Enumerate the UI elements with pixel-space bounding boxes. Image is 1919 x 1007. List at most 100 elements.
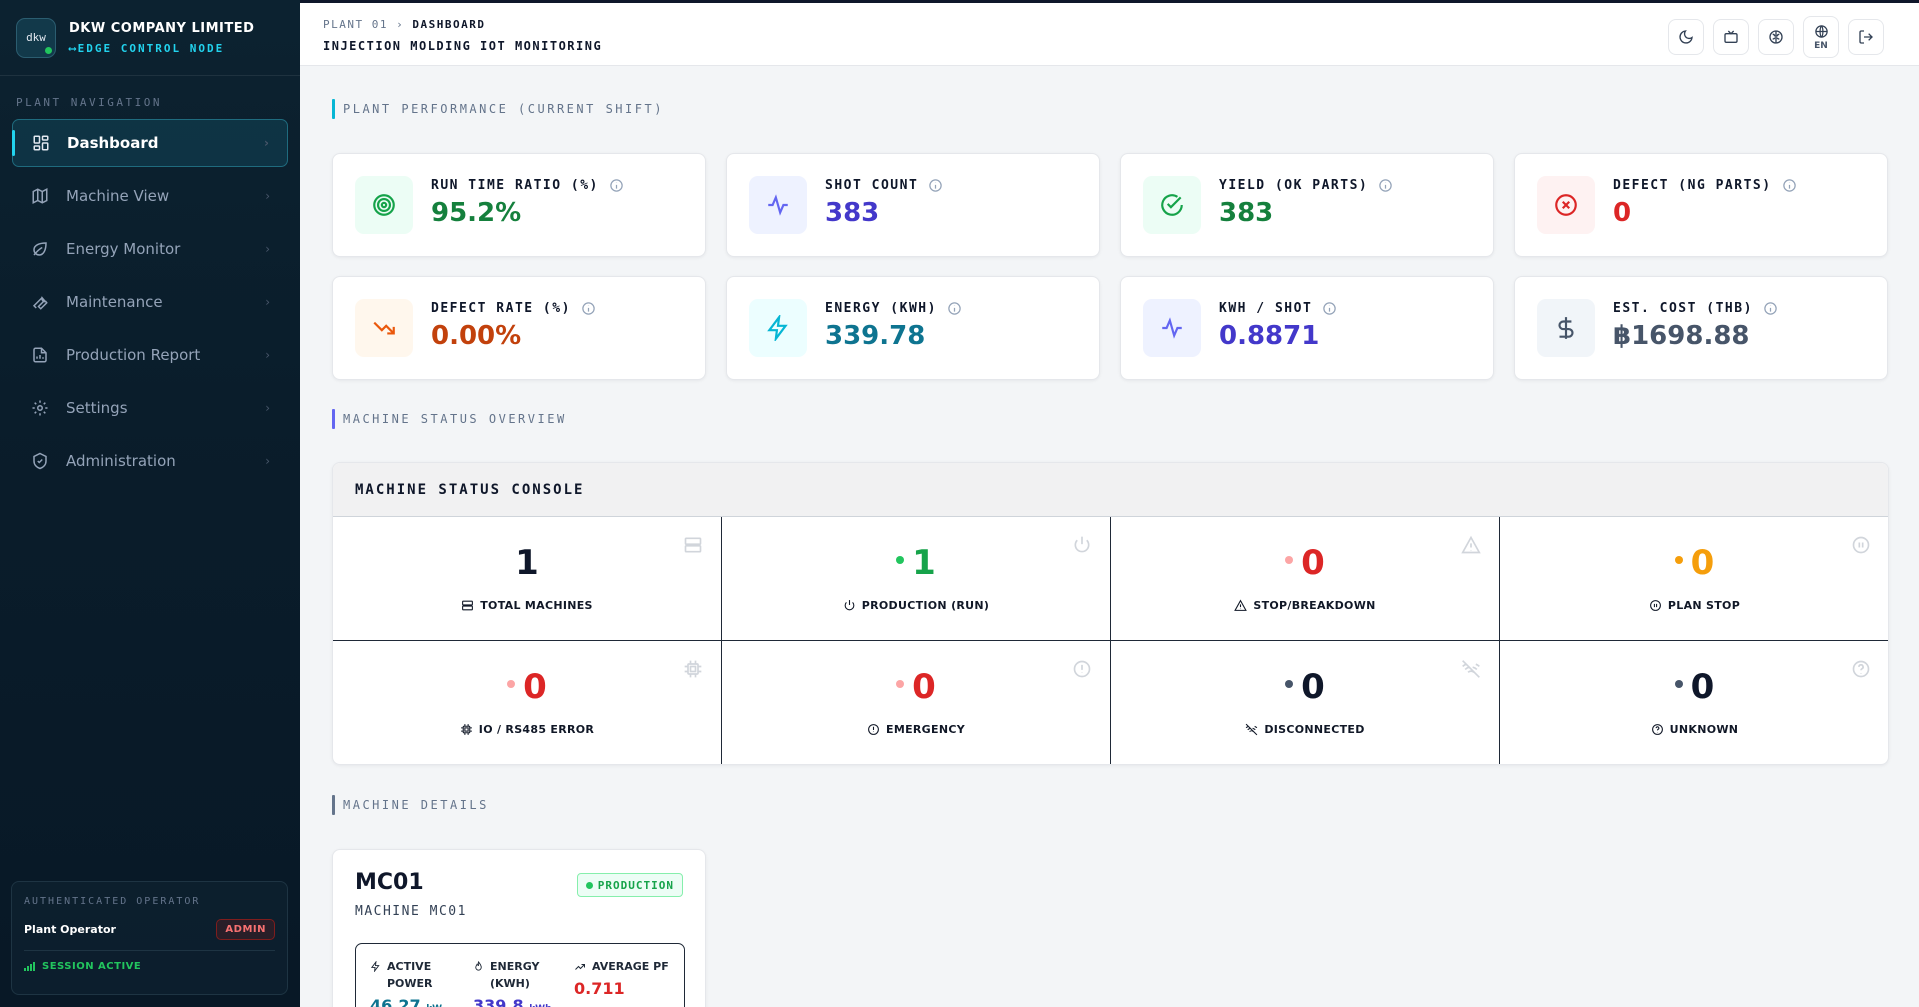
flame-icon [475,961,482,971]
file-icon [30,345,50,365]
status-dot [896,679,905,688]
chevron-right-icon: › [265,454,270,468]
status-cell-production[interactable]: 1 PRODUCTION (RUN) [722,517,1111,641]
status-cell-stop-breakdown[interactable]: 0 STOP/BREAKDOWN [1111,517,1500,641]
topbar: PLANT 01 › DASHBOARD INJECTION MOLDING I… [300,0,1919,66]
machine-id: MC01 [355,870,424,895]
status-label: EMERGENCY [886,723,965,736]
status-label: PRODUCTION (RUN) [861,599,990,612]
status-dot [1285,679,1294,688]
role-badge: ADMIN [216,919,275,940]
info-icon[interactable] [947,301,962,316]
status-count: 0 [912,667,936,707]
dashboard-icon [31,133,51,153]
sidebar-item-label: Production Report [66,346,201,364]
chip-icon [460,724,472,735]
kpi-value: ฿1698.88 [1613,321,1750,351]
status-label: UNKNOWN [1669,723,1739,736]
sidebar-item-production-report[interactable]: Production Report › [12,331,288,379]
metric-unit: kW [426,1004,442,1007]
session-status: SESSION ACTIVE [24,961,275,972]
dollar-icon [1537,299,1595,357]
kpi-label: SHOT COUNT [825,178,919,193]
logout-button[interactable] [1848,19,1884,55]
kpi-label: KWH / SHOT [1219,301,1313,316]
link-icon: ⟷ [69,41,78,55]
alert-circle-icon [868,724,879,735]
tv-mode-button[interactable] [1713,19,1749,55]
sidebar-item-dashboard[interactable]: Dashboard › [12,119,288,167]
info-icon[interactable] [1782,178,1797,193]
kpi-label: YIELD (OK PARTS) [1219,178,1369,193]
machine-status-console: MACHINE STATUS CONSOLE 1 TOTAL MACHINES … [332,462,1889,765]
metric-value: 339.8 [473,996,524,1007]
kpi-label: RUN TIME RATIO (%) [431,178,599,193]
status-cell-total[interactable]: 1 TOTAL MACHINES [333,517,722,641]
status-cell-io-error[interactable]: 0 IO / RS485 ERROR [333,641,722,764]
status-cell-emergency[interactable]: 0 EMERGENCY [722,641,1111,764]
brand: dkw DKW COMPANY LIMITED ⟷EDGE CONTROL NO… [0,0,300,76]
page-title: INJECTION MOLDING IOT MONITORING [323,39,603,53]
status-label: PLAN STOP [1667,599,1741,612]
power-icon [844,600,855,611]
language-button[interactable]: EN [1803,16,1839,58]
status-dot [585,881,593,889]
machine-status-badge: PRODUCTION [576,873,683,897]
nav-heading: PLANT NAVIGATION [16,96,162,109]
kpi-card-run-time-ratio: RUN TIME RATIO (%) 95.2% [332,153,706,257]
status-count: 0 [1301,543,1325,583]
sidebar-item-administration[interactable]: Administration › [12,437,288,485]
kpi-card-shot-count: SHOT COUNT 383 [726,153,1100,257]
ai-assistant-button[interactable] [1758,19,1794,55]
info-icon[interactable] [609,178,624,193]
operator-heading: AUTHENTICATED OPERATOR [24,896,201,907]
status-dot [1285,555,1294,564]
status-dot [1674,555,1683,564]
breadcrumb-separator: › [396,18,405,31]
kpi-value: 383 [1219,198,1274,228]
company-name: DKW COMPANY LIMITED [69,20,255,36]
wifi-off-icon [1246,723,1258,736]
sidebar-item-machine-view[interactable]: Machine View › [12,172,288,220]
logout-icon [1859,30,1873,44]
status-label: STOP/BREAKDOWN [1253,599,1376,612]
theme-toggle-button[interactable] [1668,19,1704,55]
wrench-icon [30,292,50,312]
status-cell-plan-stop[interactable]: 0 PLAN STOP [1500,517,1888,641]
machine-card-mc01[interactable]: MC01 PRODUCTION MACHINE MC01 ACTIVE POWER… [332,849,706,1007]
sidebar-item-maintenance[interactable]: Maintenance › [12,278,288,326]
status-cell-disconnected[interactable]: 0 DISCONNECTED [1111,641,1500,764]
globe-icon [1814,24,1828,38]
language-label: EN [1814,40,1828,51]
sidebar-item-label: Energy Monitor [66,240,181,258]
warning-icon [1461,535,1481,559]
operator-panel: AUTHENTICATED OPERATOR Plant Operator AD… [11,881,288,995]
sidebar-item-settings[interactable]: Settings › [12,384,288,432]
status-label: TOTAL MACHINES [480,599,593,612]
section-title-status: MACHINE STATUS OVERVIEW [332,409,567,429]
kpi-label: DEFECT (NG PARTS) [1613,178,1772,193]
status-cell-unknown[interactable]: 0 UNKNOWN [1500,641,1888,764]
kpi-card-defect-rate: DEFECT RATE (%) 0.00% [332,276,706,380]
main-content: PLANT PERFORMANCE (CURRENT SHIFT) RUN TI… [300,66,1919,1007]
warning-icon [1234,599,1248,611]
status-label: DISCONNECTED [1264,723,1365,736]
status-count: 0 [523,667,547,707]
info-icon[interactable] [928,178,943,193]
sidebar-item-label: Machine View [66,187,170,205]
breadcrumb: PLANT 01 › DASHBOARD [323,18,485,31]
kpi-card-energy: ENERGY (KWH) 339.78 [726,276,1100,380]
info-icon[interactable] [1322,301,1337,316]
info-icon[interactable] [1763,301,1778,316]
company-logo[interactable]: dkw [16,17,56,58]
sidebar-item-label: Dashboard [67,134,159,152]
info-icon[interactable] [581,301,596,316]
gear-icon [30,398,50,418]
status-count: 0 [1690,667,1715,707]
sidebar-item-energy-monitor[interactable]: Energy Monitor › [12,225,288,273]
target-icon [355,176,413,234]
breadcrumb-root[interactable]: PLANT 01 [323,18,388,31]
tv-icon [1724,30,1738,43]
info-icon[interactable] [1378,178,1393,193]
zap-icon [370,961,380,972]
